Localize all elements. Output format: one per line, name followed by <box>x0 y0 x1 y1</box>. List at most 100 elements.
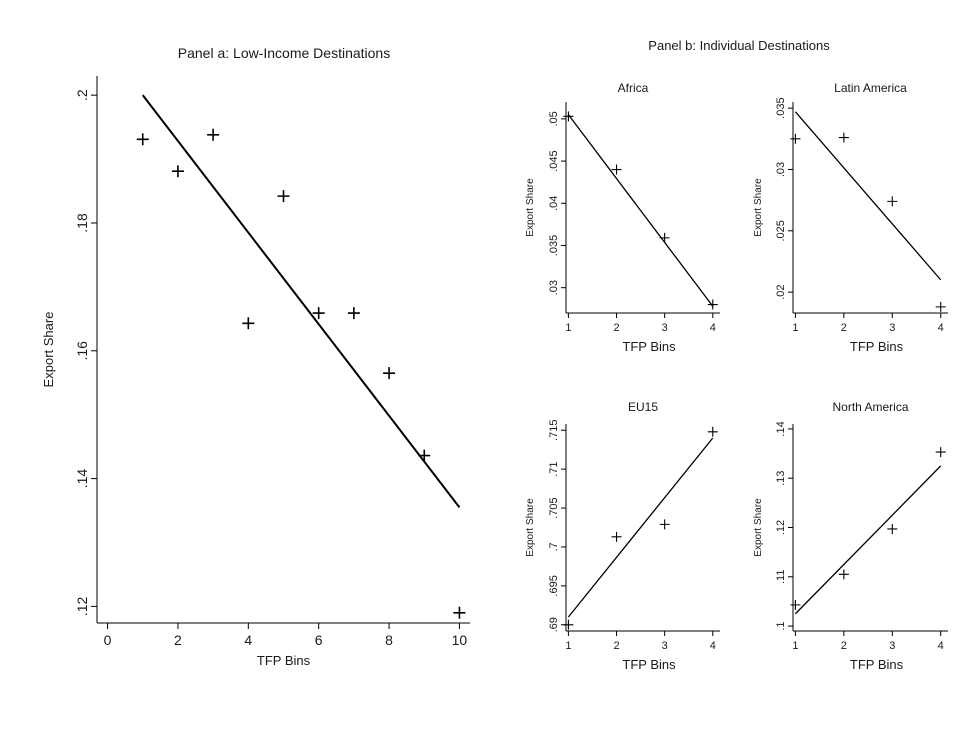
y-tick-label: .045 <box>548 150 560 171</box>
data-point <box>887 196 898 207</box>
y-axis-label: Export Share <box>525 178 536 237</box>
y-tick-label: .18 <box>74 213 90 233</box>
data-point <box>935 301 946 312</box>
y-tick-label: .2 <box>74 89 90 101</box>
x-tick-label: 3 <box>889 322 895 334</box>
y-tick-label: .04 <box>548 196 560 211</box>
x-axis-label: TFP Bins <box>850 657 904 672</box>
fitted-line <box>794 111 942 281</box>
fitted-line <box>567 437 714 618</box>
x-tick-label: 1 <box>792 640 798 652</box>
data-point <box>659 519 670 530</box>
data-point <box>347 307 360 320</box>
chart-title: Latin America <box>834 81 907 95</box>
chart-title: EU15 <box>628 400 658 414</box>
data-point <box>242 317 255 330</box>
x-tick-label: 1 <box>565 640 571 652</box>
x-tick-label: 2 <box>174 632 182 648</box>
chart-title: Africa <box>618 81 649 95</box>
data-point <box>312 307 325 320</box>
data-point <box>659 232 670 243</box>
y-axis-label: Export Share <box>525 498 536 557</box>
y-tick-label: .05 <box>548 111 560 126</box>
y-tick-label: .705 <box>548 497 560 518</box>
x-tick-label: 4 <box>938 322 944 334</box>
x-tick-label: 2 <box>613 322 619 334</box>
x-axis-label: TFP Bins <box>622 657 676 672</box>
y-tick-label: .695 <box>548 575 560 596</box>
data-point <box>611 531 622 542</box>
chart-title: North America <box>832 400 908 414</box>
x-tick-label: 10 <box>452 632 468 648</box>
chart-a: Panel a: Low-Income Destinations .12 .14 .1… <box>41 45 470 668</box>
x-tick-label: 3 <box>662 322 668 334</box>
data-point <box>935 447 946 458</box>
y-tick-label: .03 <box>548 280 560 295</box>
y-tick-label: .03 <box>775 162 787 177</box>
data-point <box>136 133 149 146</box>
chart-eu15: EU15 .69 .695 .7 .705 .71 .715 1 2 3 4 TFP Bins Expo… <box>525 400 720 672</box>
y-tick-label: .035 <box>775 97 787 118</box>
chart-northam: North America .1 .11 .12 .13 .14 1 2 3 4 TFP Bins E… <box>753 400 948 672</box>
y-tick-label: .7 <box>548 542 560 551</box>
y-tick-label: .14 <box>74 469 90 489</box>
data-point <box>418 449 431 462</box>
data-point <box>207 128 220 141</box>
y-tick-label: .02 <box>775 284 787 299</box>
y-tick-label: .13 <box>775 471 787 486</box>
x-tick-label: 1 <box>565 322 571 334</box>
y-axis-label: Export Share <box>41 312 56 388</box>
data-point <box>563 619 574 630</box>
x-tick-label: 2 <box>841 640 847 652</box>
x-tick-label: 0 <box>104 632 112 648</box>
y-axis-label: Export Share <box>753 498 764 557</box>
x-tick-label: 4 <box>710 640 716 652</box>
data-point <box>790 599 801 610</box>
fitted-line <box>794 465 942 615</box>
y-tick-label: .16 <box>74 341 90 361</box>
chart-africa: Africa .03 .035 .04 .045 .05 1 2 3 4 TFP Bins Expor… <box>525 81 720 354</box>
x-tick-label: 3 <box>662 640 668 652</box>
fitted-line <box>141 94 461 508</box>
y-tick-label: .71 <box>548 461 560 476</box>
panel-b-title: Panel b: Individual Destinations <box>648 38 830 53</box>
x-tick-label: 4 <box>938 640 944 652</box>
data-point <box>611 164 622 175</box>
x-axis-label: TFP Bins <box>622 339 676 354</box>
data-point <box>838 132 849 143</box>
y-tick-label: .14 <box>775 421 787 436</box>
y-tick-label: .12 <box>74 596 90 616</box>
data-point <box>383 367 396 380</box>
y-tick-label: .11 <box>775 570 787 584</box>
y-tick-label: .035 <box>548 235 560 256</box>
data-point <box>707 426 718 437</box>
chart-latam: Latin America .02 .025 .03 .035 1 2 3 4 TFP Bins E… <box>753 81 948 354</box>
data-point <box>887 523 898 534</box>
x-tick-label: 4 <box>244 632 252 648</box>
x-tick-label: 6 <box>315 632 323 648</box>
y-axis-label: Export Share <box>753 178 764 237</box>
x-axis-label: TFP Bins <box>257 653 311 668</box>
x-tick-label: 2 <box>841 322 847 334</box>
x-tick-label: 3 <box>889 640 895 652</box>
data-point <box>790 133 801 144</box>
data-point <box>563 111 574 122</box>
data-point <box>453 606 466 619</box>
y-tick-label: .12 <box>775 520 787 535</box>
data-point <box>707 299 718 310</box>
chart-title: Panel a: Low-Income Destinations <box>178 45 390 61</box>
data-point <box>277 190 290 203</box>
y-tick-label: .715 <box>548 420 560 441</box>
x-tick-label: 1 <box>792 322 798 334</box>
y-tick-label: .69 <box>548 617 560 632</box>
x-tick-label: 4 <box>710 322 716 334</box>
data-point <box>171 165 184 178</box>
x-tick-label: 2 <box>613 640 619 652</box>
data-point <box>838 569 849 580</box>
y-tick-label: .025 <box>775 220 787 241</box>
fitted-line <box>567 114 714 307</box>
x-tick-label: 8 <box>385 632 393 648</box>
